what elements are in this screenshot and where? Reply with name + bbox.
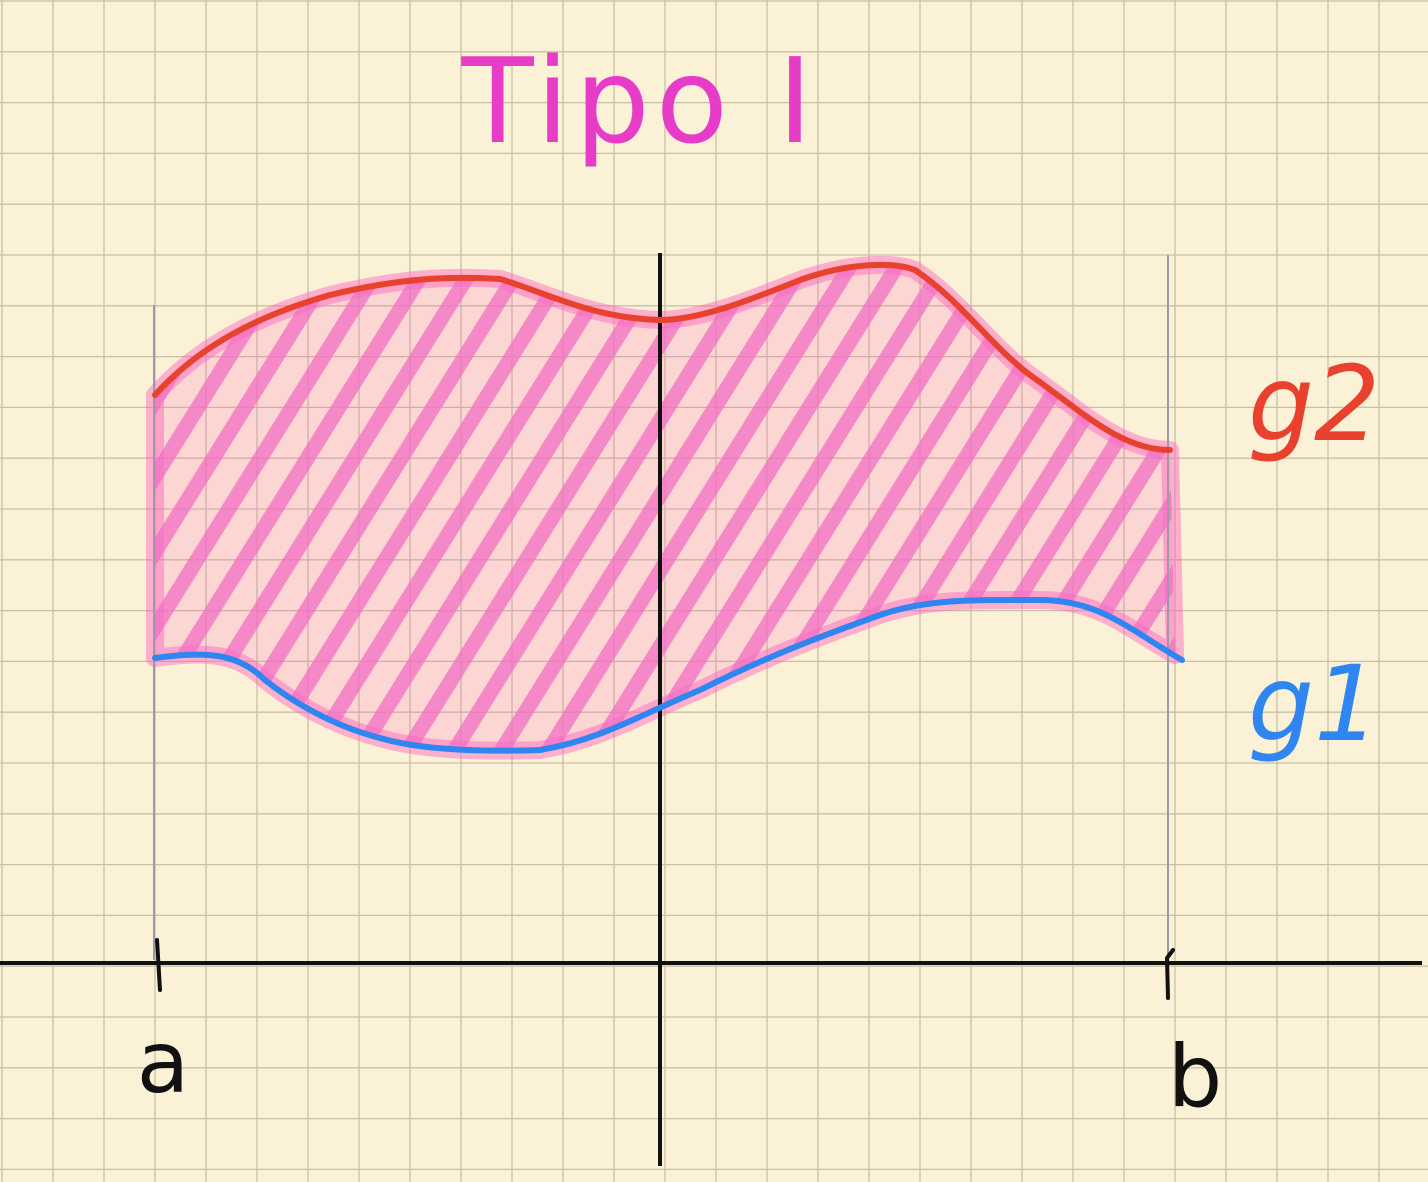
label-b: b <box>1168 1027 1223 1127</box>
hatch-stroke <box>522 264 868 751</box>
hatch-stroke <box>569 264 915 751</box>
label-g2: g2 <box>1248 343 1380 465</box>
hatch-stroke <box>1423 250 1428 780</box>
tick-a <box>155 938 162 992</box>
hatch-stroke <box>1376 250 1428 780</box>
hatch-stroke <box>240 264 586 751</box>
tick-b <box>1164 948 1175 1000</box>
hatch-stroke <box>475 264 821 751</box>
hatch-stroke <box>428 264 774 751</box>
hatch-stroke <box>0 250 108 780</box>
label-a: a <box>137 1013 190 1113</box>
hatch-stroke <box>334 264 680 751</box>
lower-curve-g1 <box>152 596 1185 754</box>
hatch-stroke <box>155 264 398 751</box>
hatch-stroke <box>155 264 304 751</box>
diagram-title: Tipo I <box>461 32 819 170</box>
hatch-stroke <box>381 264 727 751</box>
hatch-stroke <box>155 264 351 751</box>
hatch-stroke <box>287 264 633 751</box>
label-g1: g1 <box>1248 643 1380 765</box>
hatch-stroke <box>616 264 962 751</box>
upper-curve-g2 <box>152 261 1173 453</box>
hatch-stroke <box>0 250 61 780</box>
hatch-stroke <box>155 264 163 751</box>
